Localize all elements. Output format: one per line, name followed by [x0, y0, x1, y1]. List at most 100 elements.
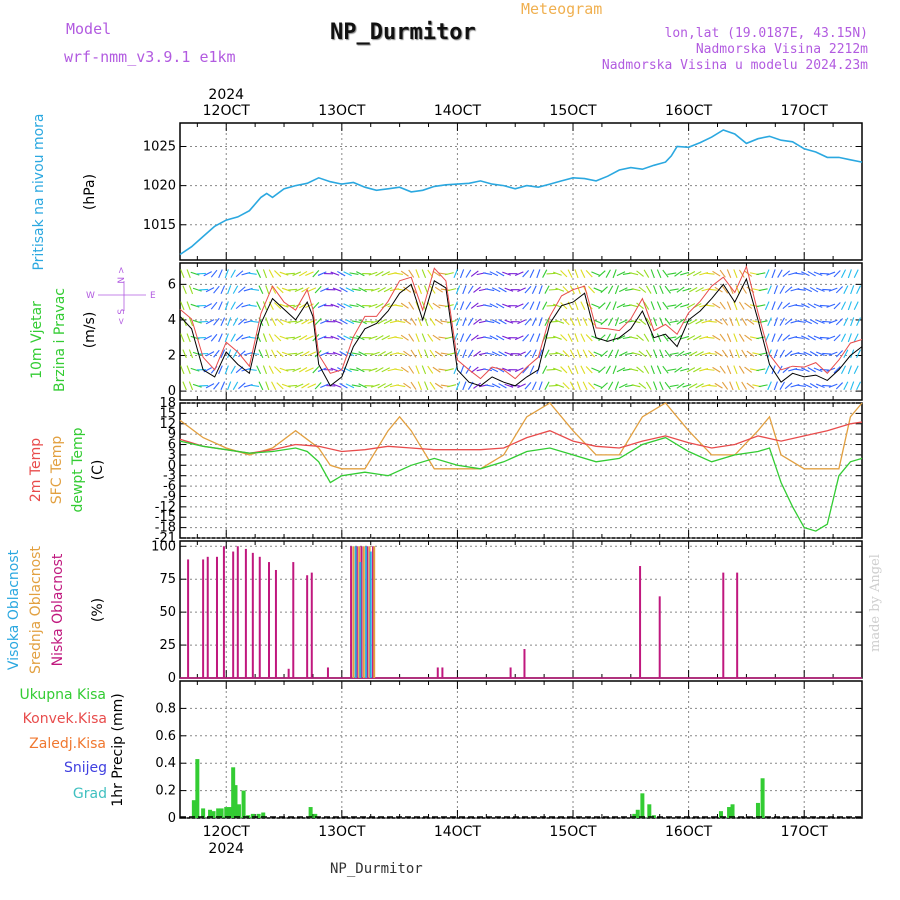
wind-arrow	[186, 269, 191, 279]
wind-arrow	[598, 334, 606, 342]
wind-arrow	[643, 333, 650, 342]
wind-arrow	[213, 381, 220, 390]
wind-arrow	[856, 285, 861, 294]
wind-arrow	[292, 271, 302, 276]
wind-arrow	[605, 365, 611, 374]
cloud-bar	[441, 667, 444, 678]
wind-arrow	[764, 269, 770, 279]
wind-arrow	[489, 271, 499, 277]
wind-arrow	[643, 365, 650, 374]
wind-arrow	[822, 288, 832, 291]
wind-arrow	[794, 368, 804, 371]
wind-arrow	[305, 335, 314, 341]
wind-arrow	[656, 365, 662, 375]
wind-arrow	[400, 366, 409, 373]
wind-arrow	[598, 366, 606, 374]
wind-arrow	[659, 285, 664, 295]
wind-arrow	[695, 383, 704, 389]
wind-arrow	[292, 303, 302, 308]
wind-arrow	[548, 288, 558, 291]
wind-arrow	[188, 349, 194, 359]
wind-arrow	[375, 303, 384, 309]
y-tick-label: -9	[163, 489, 176, 504]
wind-arrow	[429, 381, 436, 390]
wind-arrow	[771, 333, 776, 343]
wind-arrow	[294, 319, 304, 324]
wind-arrow	[285, 336, 295, 339]
wind-arrow	[662, 269, 669, 278]
wind-arrow	[356, 335, 365, 341]
wind-arrow	[292, 335, 302, 340]
wind-arrow	[669, 320, 679, 324]
wind-arrow	[473, 382, 481, 389]
wind-arrow	[489, 303, 499, 309]
wind-arrow	[279, 271, 289, 276]
wind-arrow	[733, 365, 738, 375]
wind-arrow	[638, 286, 647, 293]
wind-arrow	[368, 271, 378, 276]
wind-arrow	[582, 317, 588, 327]
wind-arrow	[548, 384, 558, 387]
elevation-label: Nadmorska Visina 2212m	[695, 42, 868, 57]
wind-arrow	[835, 350, 844, 358]
y-tick-label: 1015	[143, 218, 176, 233]
top-year-label: 2024	[208, 87, 244, 103]
wind-arrow	[182, 349, 187, 359]
wind-arrow	[470, 270, 479, 277]
wind-arrow	[410, 317, 417, 326]
wind-arrow	[393, 304, 403, 308]
cloud-bar	[736, 572, 739, 678]
wind-arrow	[467, 285, 474, 294]
wind-arrow	[343, 303, 352, 309]
wind-arrow	[807, 367, 816, 373]
wind-arrow	[645, 285, 652, 294]
wind-arrow	[268, 365, 274, 374]
wind-arrow	[424, 317, 429, 327]
wind-arrow	[850, 381, 855, 391]
wind-arrow	[320, 319, 329, 324]
wind-arrow	[822, 352, 832, 355]
wind-arrow	[616, 271, 626, 277]
wind-arrow	[298, 367, 308, 373]
wind-arrow	[719, 301, 726, 310]
wind-arrow	[546, 304, 556, 307]
wind-arrow	[358, 287, 367, 293]
wind-arrow	[803, 319, 812, 325]
wind-arrow	[485, 320, 495, 324]
wind-arrow	[607, 285, 614, 294]
wind-arrow	[491, 351, 501, 357]
cloud-bar	[287, 668, 290, 678]
wind-arrow	[756, 368, 766, 372]
wind-arrow	[182, 285, 187, 295]
wind-arrow	[312, 302, 320, 310]
wind-arrow	[582, 381, 588, 391]
wind-arrow	[669, 288, 679, 292]
wind-arrow	[707, 352, 717, 355]
wind-arrow	[491, 319, 501, 325]
wind-arrow	[294, 383, 304, 389]
high-cloud-label: Visoka Oblacnost	[6, 549, 22, 670]
wind-arrow	[619, 351, 628, 357]
wind-arrow	[801, 367, 810, 373]
wind-arrow	[779, 285, 785, 294]
wind-arrow	[536, 301, 541, 311]
wind-arrow	[294, 287, 304, 292]
wind-arrow	[271, 381, 277, 391]
wind-arrow	[588, 382, 595, 390]
panel-frame	[179, 262, 863, 401]
wind-arrow	[693, 335, 702, 341]
wind-arrow	[643, 301, 650, 310]
wind-arrow	[281, 319, 291, 324]
precip-bar	[211, 811, 216, 818]
wind-arrow	[470, 366, 479, 373]
wind-arrow	[598, 270, 606, 278]
wind-arrow	[567, 333, 573, 342]
wind-arrow	[616, 303, 626, 309]
wind-panel: 0 2 4 6	[168, 262, 863, 401]
wind-unit: (m/s)	[82, 312, 98, 349]
pressure-unit: (hPa)	[82, 174, 98, 210]
wind-arrow	[809, 318, 819, 325]
wind-arrow	[247, 368, 257, 371]
wind-arrow	[339, 319, 348, 325]
wind-arrow	[301, 383, 310, 389]
